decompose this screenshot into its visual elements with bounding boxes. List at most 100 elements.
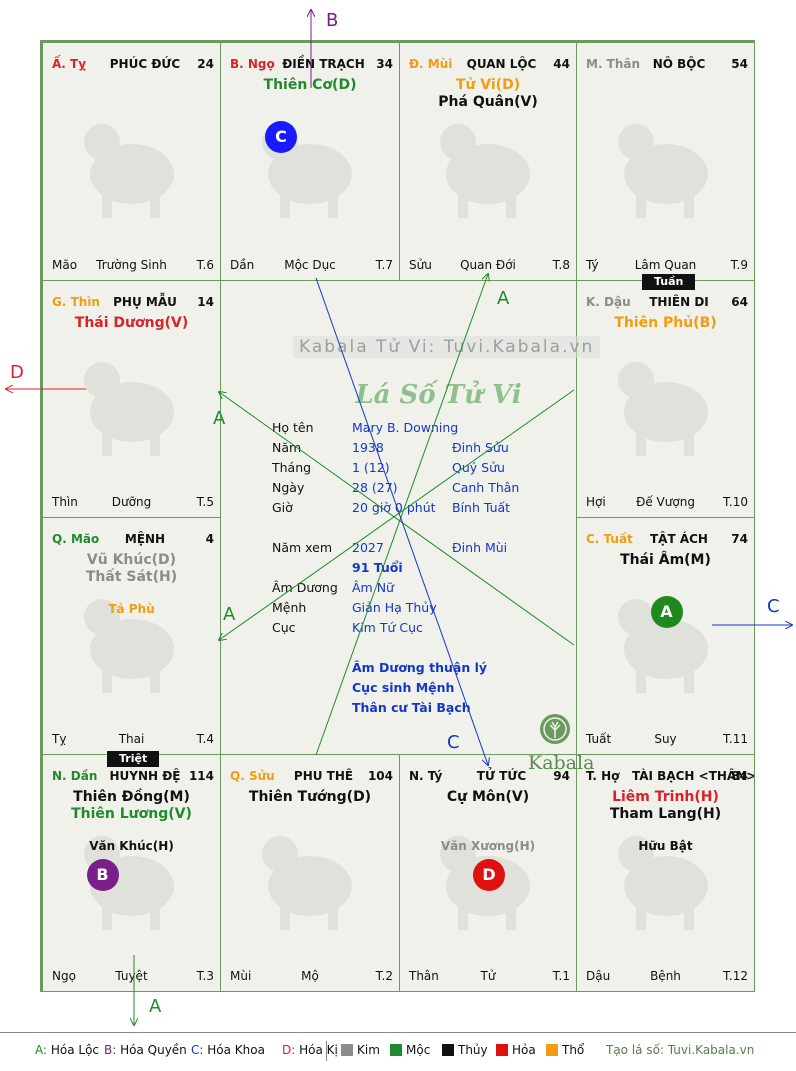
palace-phase: Mộ [301,969,319,983]
palace-cycle-branch: Thân [409,969,439,983]
kabala-brand: Kabala [528,714,594,774]
palace-cycle-branch: Mùi [230,969,252,983]
legend-key: D: [282,1043,296,1057]
palace-main-stars: Thái Âm(M) [577,552,754,569]
info-label: Năm xem [272,540,333,555]
palace-age-range: T.11 [723,732,748,746]
legend-transformation-item: B: Hóa Quyền [104,1043,187,1057]
palace-age-range: T.10 [723,495,748,509]
palace-cell: Q. Sửu PHU THÊ 104 Thiên Tướng(D) Mùi Mộ T.2 [220,754,400,992]
horoscope-chart: Ấ. Tỵ PHÚC ĐỨC 24 Mão Trường Sinh T.6 B. Ngọ ĐI… [40,40,755,992]
legend-key: B: [104,1043,117,1057]
info-label: Mệnh [272,600,307,615]
palace-main-stars: Thái Dương(V) [43,315,220,332]
zodiac-watermark-icon [250,104,370,228]
palace-minor-star: Văn Khúc(H) [89,839,174,853]
palace-can-chi: G. Thìn [52,295,100,309]
palace-cell: B. Ngọ ĐIỀN TRẠCH 34 Thiên Cơ(D) Dần Mộc Dục T… [220,42,400,281]
palace-phase: Thai [118,732,145,746]
letter-a-inner-2: A [213,408,226,429]
palace-age-range: T.12 [723,969,748,983]
element-swatch [442,1044,454,1056]
legend-transformation-item: D: Hóa Kị [282,1043,338,1057]
zodiac-watermark-icon [606,342,726,466]
palace-can-chi: Q. Sửu [230,769,275,783]
zodiac-watermark-icon [72,104,192,228]
main-star: Thất Sát(H) [85,569,178,585]
info-value: Mary B. Downing [352,420,459,435]
palace-minor-star: Tả Phù [108,602,155,616]
legend-transformation-item: C: Hóa Khoa [191,1043,265,1057]
info-value: 1 (12) [352,460,390,475]
palace-cycle-branch: Sửu [409,258,432,272]
legend-key: A: [35,1043,48,1057]
tuan-tag: Tuần [642,274,696,290]
palace-number: 114 [188,769,214,783]
main-star: Cự Môn(V) [446,789,530,805]
info-label: Âm Dương [272,580,338,595]
palace-number: 64 [731,295,748,309]
palace-title: PHU THÊ [293,769,354,783]
palace-title: TỬ TỨC [476,769,527,783]
legend-bar: A: Hóa Lộc B: Hóa Quyền C: Hóa Khoa D: Hóa … [0,1032,796,1071]
legend-divider [326,1041,327,1061]
palace-phase: Quan Đới [460,258,516,272]
site-link[interactable]: Tạo lá số: Tuvi.Kabala.vn [606,1043,755,1057]
palace-age-range: T.8 [552,258,570,272]
legend-element-item: Thủy [442,1043,488,1057]
palace-number: 74 [731,532,748,546]
main-star: Thiên Tướng(D) [248,789,372,805]
kabala-tree-icon [540,714,570,744]
legend-element-item: Thổ [546,1043,584,1057]
info-label: Họ tên [272,420,314,435]
palace-can-chi: Ấ. Tỵ [52,57,87,71]
palace-title: TÀI BẠCH <THÂN> [632,769,755,783]
letter-c-right: C [767,596,780,617]
palace-title: THIÊN DI [649,295,709,309]
info-value: 20 giờ 0 phút [352,500,436,515]
palace-number: 24 [197,57,214,71]
legend-value: Hóa Khoa [207,1043,265,1057]
letter-a-inner-1: A [497,288,510,309]
palace-number: 94 [553,769,570,783]
legend-value: Hóa Lộc [50,1043,100,1057]
palace-main-stars: Vũ Khúc(D) Thất Sát(H) [43,552,220,586]
main-star: Thiên Đồng(M) [73,789,190,805]
palace-title: TẬT ÁCH [650,532,708,546]
palace-cell: Ấ. Tỵ PHÚC ĐỨC 24 Mão Trường Sinh T.6 [42,42,221,281]
palace-phase: Bệnh [650,969,681,983]
legend-element-item: Mộc [390,1043,430,1057]
palace-main-stars: Thiên Cơ(D) [221,77,399,94]
triet-tag: Triệt [107,751,160,767]
palace-cell: Q. Mão MỆNH 4 Vũ Khúc(D) Thất Sát(H) Tả Phù Tỵ… [42,517,221,755]
palace-age-range: T.6 [196,258,214,272]
palace-age-range: T.2 [375,969,393,983]
palace-can-chi: Đ. Mùi [409,57,453,71]
element-swatch [341,1044,353,1056]
letter-a-inner-3: A [223,604,236,625]
palace-number: 44 [553,57,570,71]
element-name: Mộc [406,1043,431,1057]
palace-cell: N. Dần HUYNH ĐỆ 114 Thiên Đồng(M) Thiên Lươn… [42,754,221,992]
main-star: Tử Vi(D) [455,77,521,93]
palace-number: 54 [731,57,748,71]
main-star: Thái Dương(V) [74,315,189,331]
info-label: Ngày [272,480,305,495]
info-value: 91 Tuổi [352,560,403,575]
palace-cycle-branch: Tuất [586,732,612,746]
palace-cycle-branch: Mão [52,258,78,272]
zodiac-watermark-icon [606,579,726,703]
main-star: Phá Quân(V) [438,94,538,110]
palace-minor-star: Hữu Bật [638,839,693,853]
info-value: Thân cư Tài Bạch [352,700,471,715]
zodiac-watermark-icon [250,816,370,940]
info-value: 28 (27) [352,480,398,495]
palace-cycle-branch: Tý [586,258,599,272]
main-star: Liêm Trinh(H) [612,789,719,805]
info-label: Tháng [272,460,312,475]
palace-main-stars: Thiên Phủ(B) [577,315,754,332]
palace-phase: Tuyệt [115,969,148,983]
palace-cell: N. Tý TỬ TỨC 94 Cự Môn(V) Văn Xương(H) Thân Tử… [399,754,577,992]
palace-can-chi: B. Ngọ [230,57,275,71]
palace-cell: T. Hợ TÀI BẠCH <THÂN> 84 Liêm Trinh(H) Tham … [576,754,755,992]
